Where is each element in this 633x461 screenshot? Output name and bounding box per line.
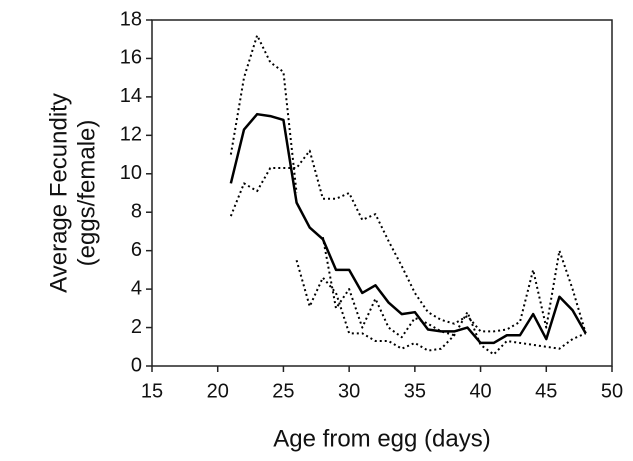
x-tick-label: 35 bbox=[404, 380, 426, 402]
y-tick-label: 10 bbox=[120, 162, 142, 184]
series-line bbox=[229, 112, 587, 345]
y-axis-label: (eggs/female) bbox=[73, 120, 100, 267]
series-line bbox=[229, 34, 298, 194]
y-tick-label: 4 bbox=[131, 277, 142, 299]
series-line bbox=[321, 237, 455, 339]
y-tick-label: 6 bbox=[131, 239, 142, 261]
y-axis-label: Average Fecundity bbox=[45, 93, 72, 293]
x-tick-label: 50 bbox=[601, 380, 623, 402]
x-tick-label: 25 bbox=[272, 380, 294, 402]
y-tick-label: 18 bbox=[120, 8, 142, 30]
plot-frame bbox=[151, 19, 613, 367]
y-tick-label: 2 bbox=[131, 316, 142, 338]
x-tick-label: 20 bbox=[207, 380, 229, 402]
x-axis-label: Age from egg (days) bbox=[273, 425, 490, 452]
x-tick-label: 30 bbox=[338, 380, 360, 402]
y-tick-label: 0 bbox=[131, 354, 142, 376]
y-tick-label: 12 bbox=[120, 124, 142, 146]
x-tick-label: 40 bbox=[469, 380, 491, 402]
y-tick-label: 14 bbox=[120, 85, 142, 107]
series-line bbox=[295, 260, 587, 356]
y-tick-label: 16 bbox=[120, 47, 142, 69]
x-tick-label: 15 bbox=[141, 380, 163, 402]
x-tick-label: 45 bbox=[535, 380, 557, 402]
series-line bbox=[229, 149, 587, 334]
y-tick-label: 8 bbox=[131, 201, 142, 223]
